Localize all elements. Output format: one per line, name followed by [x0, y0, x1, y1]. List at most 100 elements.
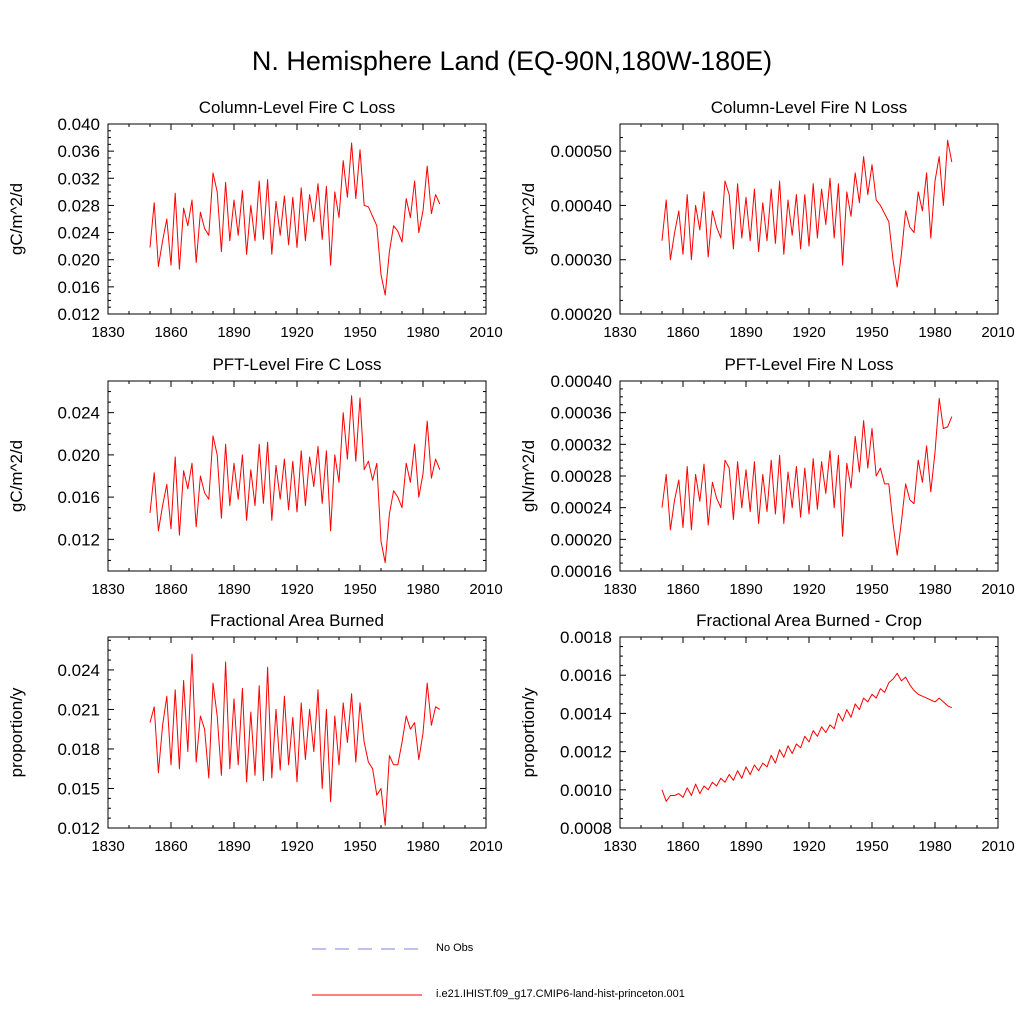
y-axis-label: proportion/y — [519, 687, 538, 777]
x-tick-label: 1860 — [154, 581, 187, 598]
y-axis-label: gN/m^2/d — [519, 183, 538, 255]
y-tick-label: 0.0018 — [560, 628, 612, 647]
x-tick-label: 1830 — [91, 324, 124, 341]
legend — [312, 948, 422, 996]
series-line — [149, 653, 441, 826]
y-tick-label: 0.00020 — [551, 305, 612, 324]
y-tick-label: 0.024 — [57, 404, 100, 423]
x-tick-label: 1830 — [91, 581, 124, 598]
x-tick-label: 2010 — [469, 581, 502, 598]
series-line — [661, 672, 953, 802]
y-tick-label: 0.020 — [57, 251, 100, 270]
x-tick-label: 1920 — [792, 838, 825, 855]
y-tick-label: 0.00024 — [551, 499, 612, 518]
series-line — [149, 395, 441, 564]
y-tick-label: 0.0008 — [560, 819, 612, 838]
x-tick-label: 1890 — [729, 581, 762, 598]
panel-title: Fractional Area Burned - Crop — [696, 611, 922, 630]
plot-frame — [619, 380, 999, 572]
chart-panel-6: 1830 1860 1890 1920 1950 1980 2010 0.0008 0.0010… — [519, 611, 1015, 855]
x-tick-label: 1890 — [729, 838, 762, 855]
panel-title: Fractional Area Burned — [210, 611, 384, 630]
x-tick-label: 1950 — [855, 838, 888, 855]
y-tick-label: 0.00032 — [551, 435, 612, 454]
y-tick-label: 0.012 — [57, 305, 100, 324]
series-line — [661, 139, 953, 288]
y-tick-label: 0.015 — [57, 779, 100, 798]
y-tick-label: 0.00040 — [551, 196, 612, 215]
x-tick-label: 1980 — [918, 581, 951, 598]
y-tick-label: 0.028 — [57, 196, 100, 215]
x-tick-label: 1830 — [603, 838, 636, 855]
y-tick-label: 0.024 — [57, 661, 100, 680]
x-tick-label: 1890 — [217, 324, 250, 341]
chart-panel-3: 1830 1860 1890 1920 1950 1980 2010 0.012 0.016 0.… — [7, 355, 503, 598]
x-tick-label: 2010 — [981, 324, 1014, 341]
chart-panel-2: 1830 1860 1890 1920 1950 1980 2010 0.00020 0.000… — [519, 98, 1015, 341]
panel-title: Column-Level Fire C Loss — [199, 98, 396, 117]
y-tick-label: 0.016 — [57, 278, 100, 297]
y-axis-label: gN/m^2/d — [519, 440, 538, 512]
x-tick-label: 1980 — [406, 581, 439, 598]
y-tick-label: 0.00028 — [551, 467, 612, 486]
plot-frame — [107, 123, 487, 315]
y-tick-label: 0.016 — [57, 488, 100, 507]
chart-panels: 1830 1860 1890 1920 1950 1980 2010 0.012 0.016 0.… — [7, 98, 1015, 855]
x-tick-label: 1920 — [792, 581, 825, 598]
x-tick-label: 1980 — [406, 324, 439, 341]
x-tick-label: 2010 — [469, 324, 502, 341]
x-tick-label: 1890 — [217, 581, 250, 598]
y-tick-label: 0.00020 — [551, 530, 612, 549]
y-tick-label: 0.0012 — [560, 743, 612, 762]
y-tick-label: 0.036 — [57, 142, 100, 161]
series-line — [149, 142, 441, 296]
chart-panel-1: 1830 1860 1890 1920 1950 1980 2010 0.012 0.016 0.… — [7, 98, 503, 341]
x-tick-label: 1980 — [918, 324, 951, 341]
y-tick-label: 0.032 — [57, 169, 100, 188]
plot-frame — [619, 123, 999, 315]
x-tick-label: 1860 — [666, 838, 699, 855]
x-tick-label: 1920 — [280, 581, 313, 598]
panel-title: PFT-Level Fire C Loss — [212, 355, 381, 374]
series-line — [661, 397, 953, 556]
panel-title: Column-Level Fire N Loss — [711, 98, 908, 117]
x-tick-label: 1950 — [855, 581, 888, 598]
y-tick-label: 0.024 — [57, 224, 100, 243]
y-tick-label: 0.0010 — [560, 781, 612, 800]
x-tick-label: 1830 — [91, 838, 124, 855]
y-tick-label: 0.00036 — [551, 404, 612, 423]
y-tick-label: 0.0014 — [560, 704, 612, 723]
plot-frame — [107, 380, 487, 572]
y-axis-label: proportion/y — [7, 687, 26, 777]
x-tick-label: 1860 — [154, 838, 187, 855]
y-tick-label: 0.021 — [57, 700, 100, 719]
y-tick-label: 0.00016 — [551, 562, 612, 581]
x-tick-label: 1890 — [217, 838, 250, 855]
y-tick-label: 0.00030 — [551, 251, 612, 270]
y-tick-label: 0.020 — [57, 446, 100, 465]
legend-label-run: i.e21.IHIST.f09_g17.CMIP6-land-hist-prin… — [436, 988, 685, 1000]
x-tick-label: 2010 — [981, 838, 1014, 855]
x-tick-label: 1950 — [343, 838, 376, 855]
y-tick-label: 0.012 — [57, 819, 100, 838]
panel-title: PFT-Level Fire N Loss — [724, 355, 893, 374]
chart-panel-5: 1830 1860 1890 1920 1950 1980 2010 0.012 0.015 0.… — [7, 611, 503, 855]
x-tick-label: 1890 — [729, 324, 762, 341]
y-tick-label: 0.00040 — [551, 372, 612, 391]
x-tick-label: 1860 — [154, 324, 187, 341]
x-tick-label: 1980 — [918, 838, 951, 855]
x-tick-label: 1950 — [343, 324, 376, 341]
x-tick-label: 1920 — [792, 324, 825, 341]
figure-title: N. Hemisphere Land (EQ-90N,180W-180E) — [251, 46, 773, 76]
x-tick-label: 1950 — [855, 324, 888, 341]
x-tick-label: 1830 — [603, 324, 636, 341]
x-tick-label: 1950 — [343, 581, 376, 598]
legend-label-no-obs: No Obs — [436, 942, 474, 954]
x-tick-label: 1830 — [603, 581, 636, 598]
x-tick-label: 1860 — [666, 324, 699, 341]
y-tick-label: 0.012 — [57, 530, 100, 549]
x-tick-label: 2010 — [469, 838, 502, 855]
y-tick-label: 0.0016 — [560, 666, 612, 685]
x-tick-label: 1980 — [406, 838, 439, 855]
